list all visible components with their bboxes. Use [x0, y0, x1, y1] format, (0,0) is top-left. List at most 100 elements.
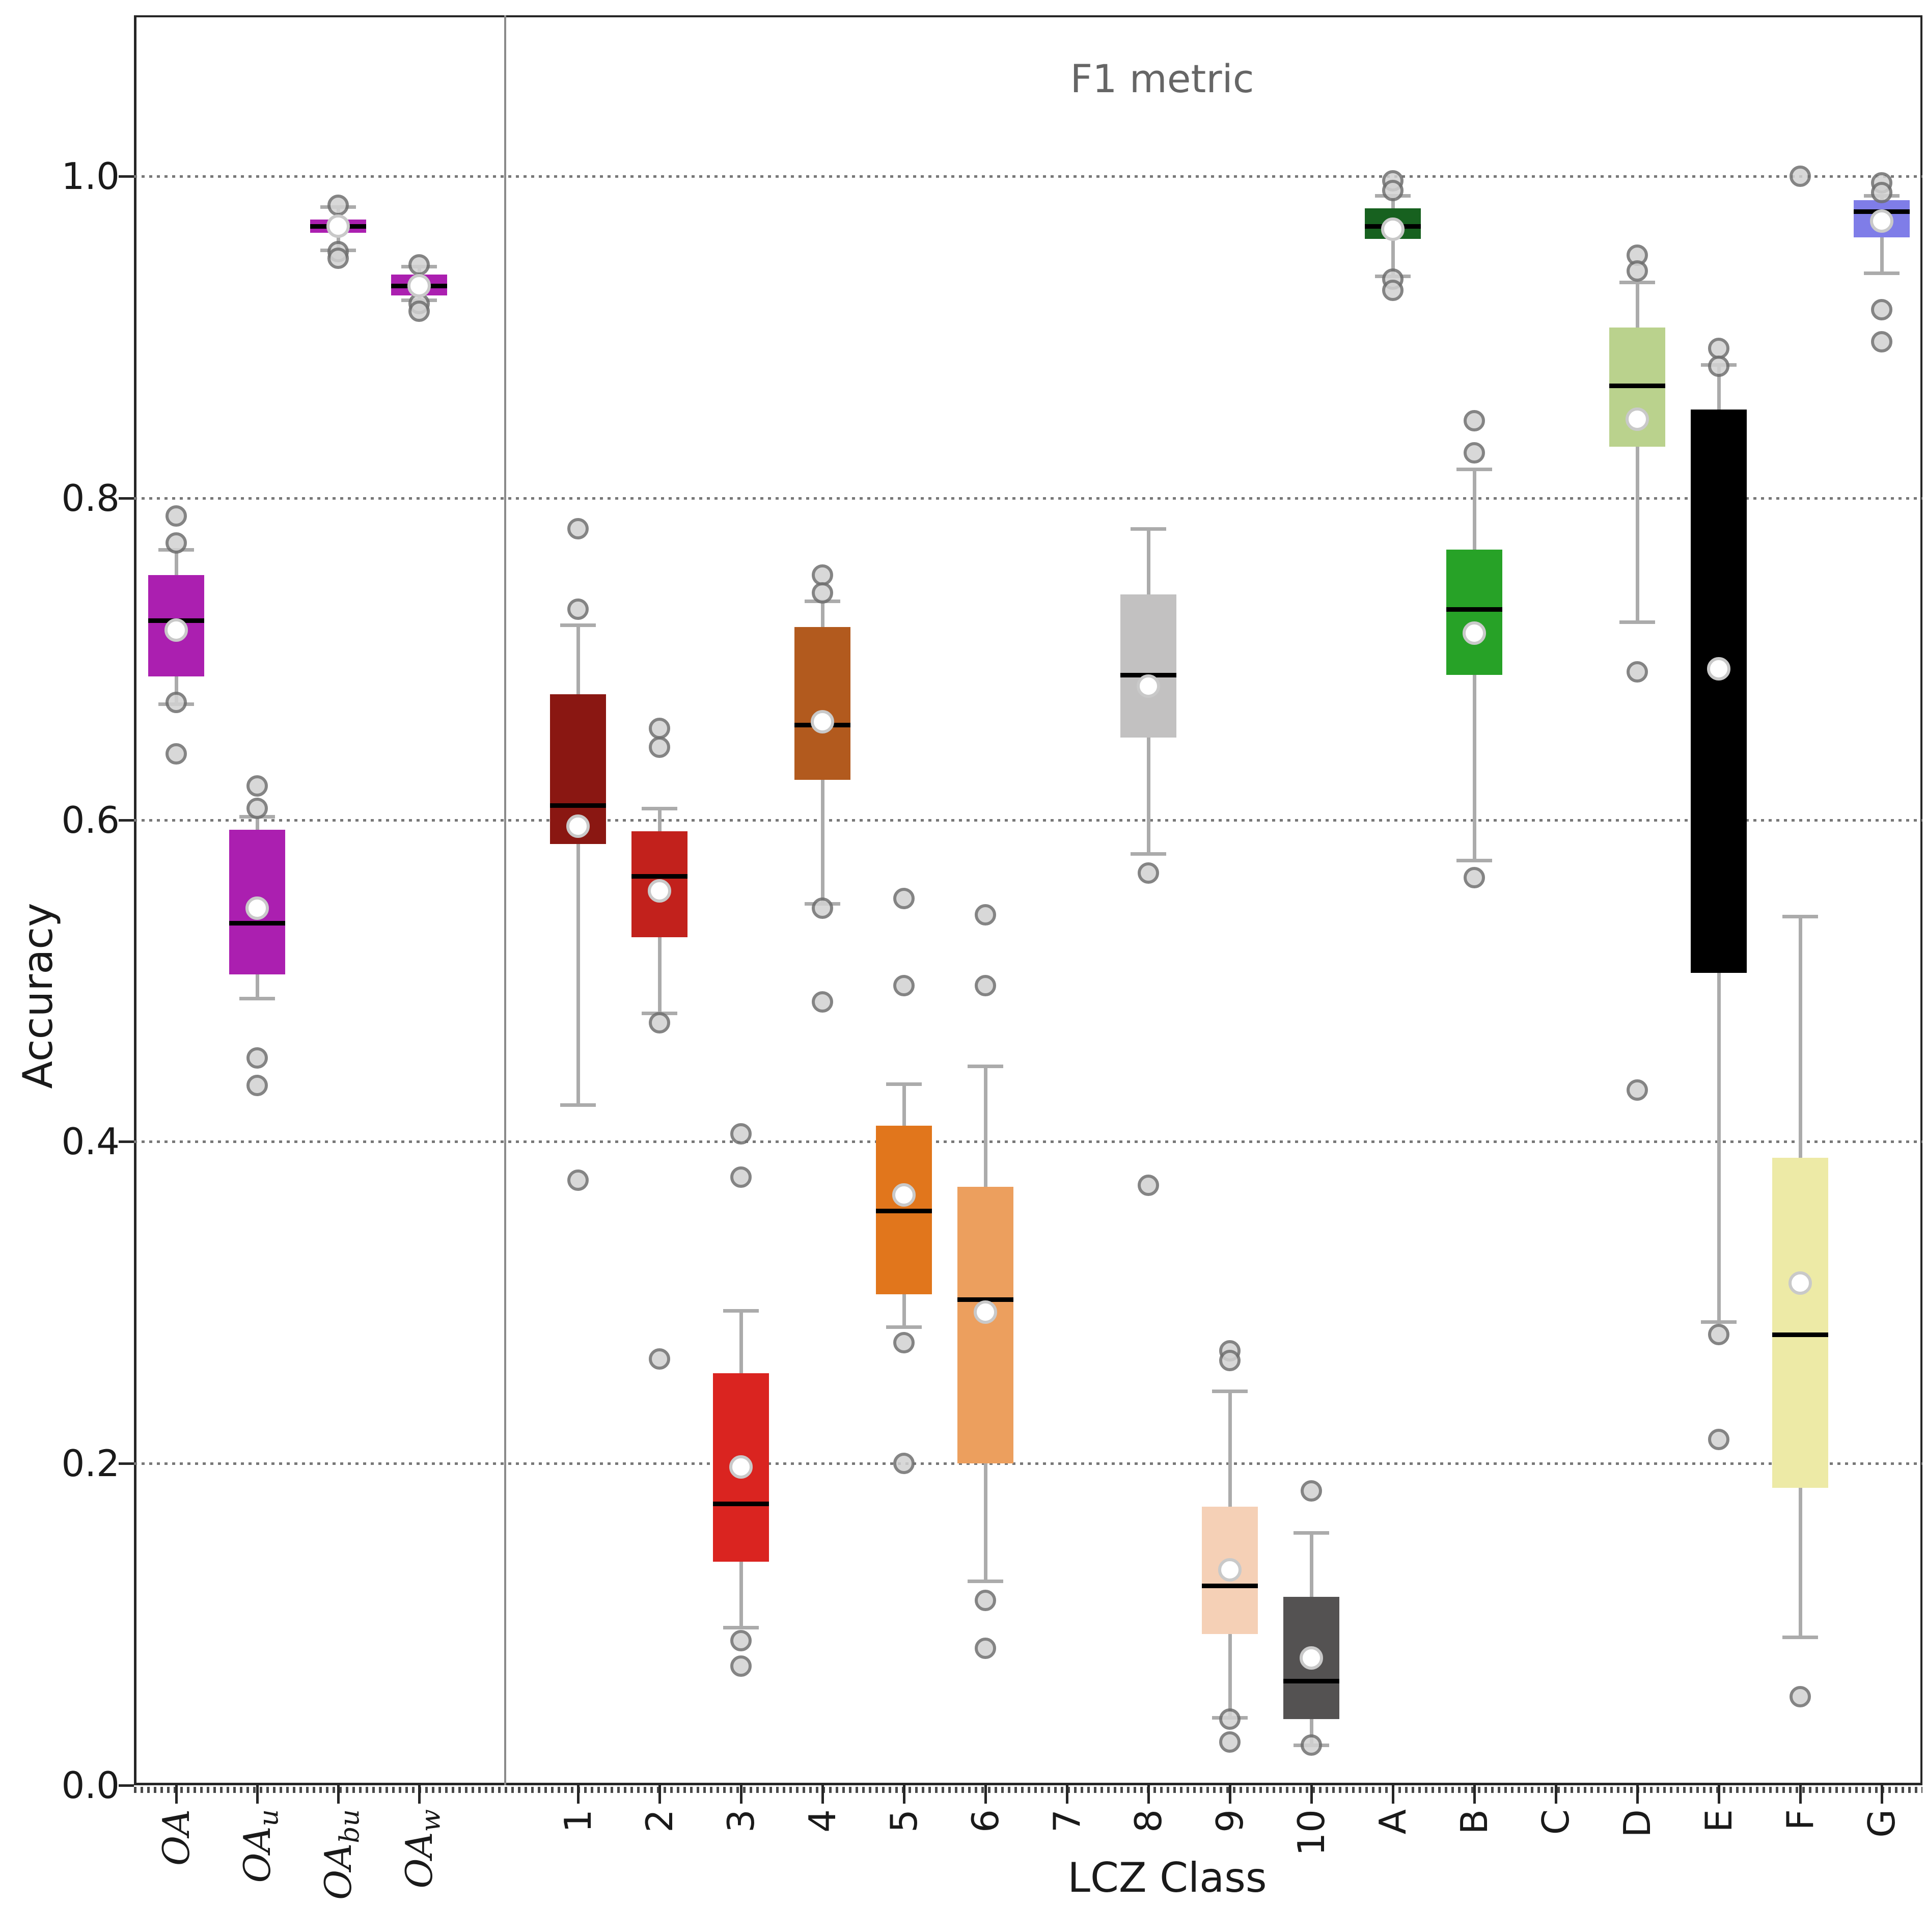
- y-tick-label-0.2: 0.2: [61, 1442, 120, 1485]
- x-tick-E: [1718, 1785, 1720, 1804]
- outlier-5-0: [893, 888, 915, 910]
- outlier-A-3: [1382, 280, 1404, 302]
- whisker-cap-high-5: [886, 1082, 922, 1086]
- outlier-5-3: [893, 1453, 915, 1475]
- whisker-cap-high-1: [560, 623, 596, 628]
- x-tick-label-3: 3: [720, 1809, 762, 1833]
- whisker-cap-low-OAu: [239, 997, 275, 1001]
- box-8: [1120, 594, 1176, 738]
- x-tick-label-A: A: [1371, 1809, 1414, 1835]
- gridline-0.6: [134, 819, 1922, 822]
- box-6: [957, 1186, 1013, 1464]
- x-tick-label-9: 9: [1208, 1809, 1251, 1833]
- whisker-cap-low-B: [1456, 858, 1492, 862]
- outlier-OA-1: [166, 532, 187, 554]
- mean-5: [892, 1183, 916, 1207]
- outlier-3-1: [730, 1166, 752, 1188]
- gridline-0.2: [134, 1462, 1922, 1465]
- outlier-1-2: [567, 1169, 589, 1191]
- whisker-cap-high-B: [1456, 467, 1492, 471]
- x-tick-OAw: [418, 1785, 421, 1804]
- outlier-B-1: [1464, 442, 1485, 464]
- y-tick-label-0.6: 0.6: [61, 798, 120, 841]
- whisker-cap-low-D: [1619, 620, 1655, 624]
- y-tick-0.6: [119, 819, 134, 822]
- x-tick-label-6: 6: [964, 1809, 1007, 1833]
- x-tick-OAu: [256, 1785, 259, 1804]
- outlier-3-0: [730, 1123, 752, 1145]
- top-spine: [134, 15, 1922, 17]
- y-tick-label-1.0: 1.0: [61, 155, 120, 198]
- outlier-OA-3: [166, 743, 187, 765]
- whisker-cap-low-G: [1864, 271, 1900, 275]
- x-tick-label-4: 4: [801, 1809, 844, 1833]
- x-tick-10: [1310, 1785, 1313, 1804]
- whisker-cap-low-3: [723, 1626, 759, 1630]
- whisker-cap-high-F: [1782, 915, 1818, 919]
- gridline-0.4: [134, 1140, 1922, 1144]
- mean-E: [1707, 657, 1730, 681]
- outlier-9-3: [1219, 1731, 1241, 1753]
- whisker-cap-low-8: [1131, 852, 1166, 856]
- outlier-D-2: [1627, 661, 1648, 683]
- outlier-8-0: [1138, 862, 1159, 884]
- x-tick-label-OAu: OAu: [236, 1809, 285, 1883]
- x-axis-minor-ticks: [134, 1787, 1922, 1793]
- outlier-E-1: [1708, 355, 1729, 377]
- outlier-2-2: [649, 1012, 670, 1033]
- outlier-3-2: [730, 1629, 752, 1651]
- mean-3: [729, 1455, 753, 1479]
- median-OAu: [229, 920, 285, 926]
- outlier-OAu-3: [246, 1074, 268, 1096]
- whisker-cap-high-D: [1619, 281, 1655, 285]
- mean-A: [1381, 217, 1405, 241]
- outlier-OAu-0: [246, 775, 268, 797]
- outlier-2-1: [649, 737, 670, 758]
- outlier-2-3: [649, 1348, 670, 1370]
- bottom-spine: [134, 1783, 1922, 1785]
- outlier-6-0: [975, 904, 996, 926]
- outlier-9-2: [1219, 1708, 1241, 1730]
- left-spine: [134, 15, 136, 1785]
- outlier-1-0: [567, 518, 589, 539]
- outlier-G-1: [1871, 181, 1892, 203]
- outlier-OAw-0: [408, 254, 430, 276]
- median-E: [1691, 430, 1747, 435]
- x-tick-3: [740, 1785, 742, 1804]
- x-tick-8: [1147, 1785, 1150, 1804]
- x-tick-A: [1392, 1785, 1394, 1804]
- x-tick-2: [658, 1785, 661, 1804]
- x-tick-1: [577, 1785, 580, 1804]
- outlier-10-0: [1301, 1480, 1322, 1502]
- outlier-D-1: [1627, 260, 1648, 282]
- x-tick-7: [1066, 1785, 1068, 1804]
- median-9: [1202, 1584, 1258, 1589]
- box-F: [1772, 1157, 1828, 1488]
- mean-OAw: [407, 274, 431, 297]
- outlier-5-1: [893, 974, 915, 996]
- whisker-cap-high-10: [1294, 1531, 1329, 1535]
- y-tick-0.8: [119, 497, 134, 500]
- outlier-OA-2: [166, 691, 187, 713]
- mean-F: [1789, 1271, 1812, 1295]
- median-2: [631, 874, 687, 879]
- x-tick-label-G: G: [1860, 1809, 1903, 1838]
- outlier-B-0: [1464, 410, 1485, 432]
- x-tick-9: [1229, 1785, 1231, 1804]
- x-tick-label-1: 1: [557, 1809, 599, 1833]
- plot-area: [134, 15, 1922, 1785]
- right-spine: [1920, 15, 1922, 1785]
- outlier-E-3: [1708, 1428, 1729, 1450]
- x-tick-label-OAbu: OAbu: [317, 1809, 366, 1900]
- outlier-3-3: [730, 1655, 752, 1677]
- median-3: [713, 1502, 769, 1507]
- group-separator-line: [504, 15, 506, 1785]
- mean-6: [974, 1300, 997, 1324]
- median-5: [876, 1209, 932, 1214]
- whisker-cap-low-1: [560, 1103, 596, 1107]
- x-tick-F: [1799, 1785, 1802, 1804]
- chart-title: F1 metric: [1070, 56, 1254, 101]
- x-tick-label-5: 5: [883, 1809, 925, 1833]
- outlier-2-0: [649, 717, 670, 739]
